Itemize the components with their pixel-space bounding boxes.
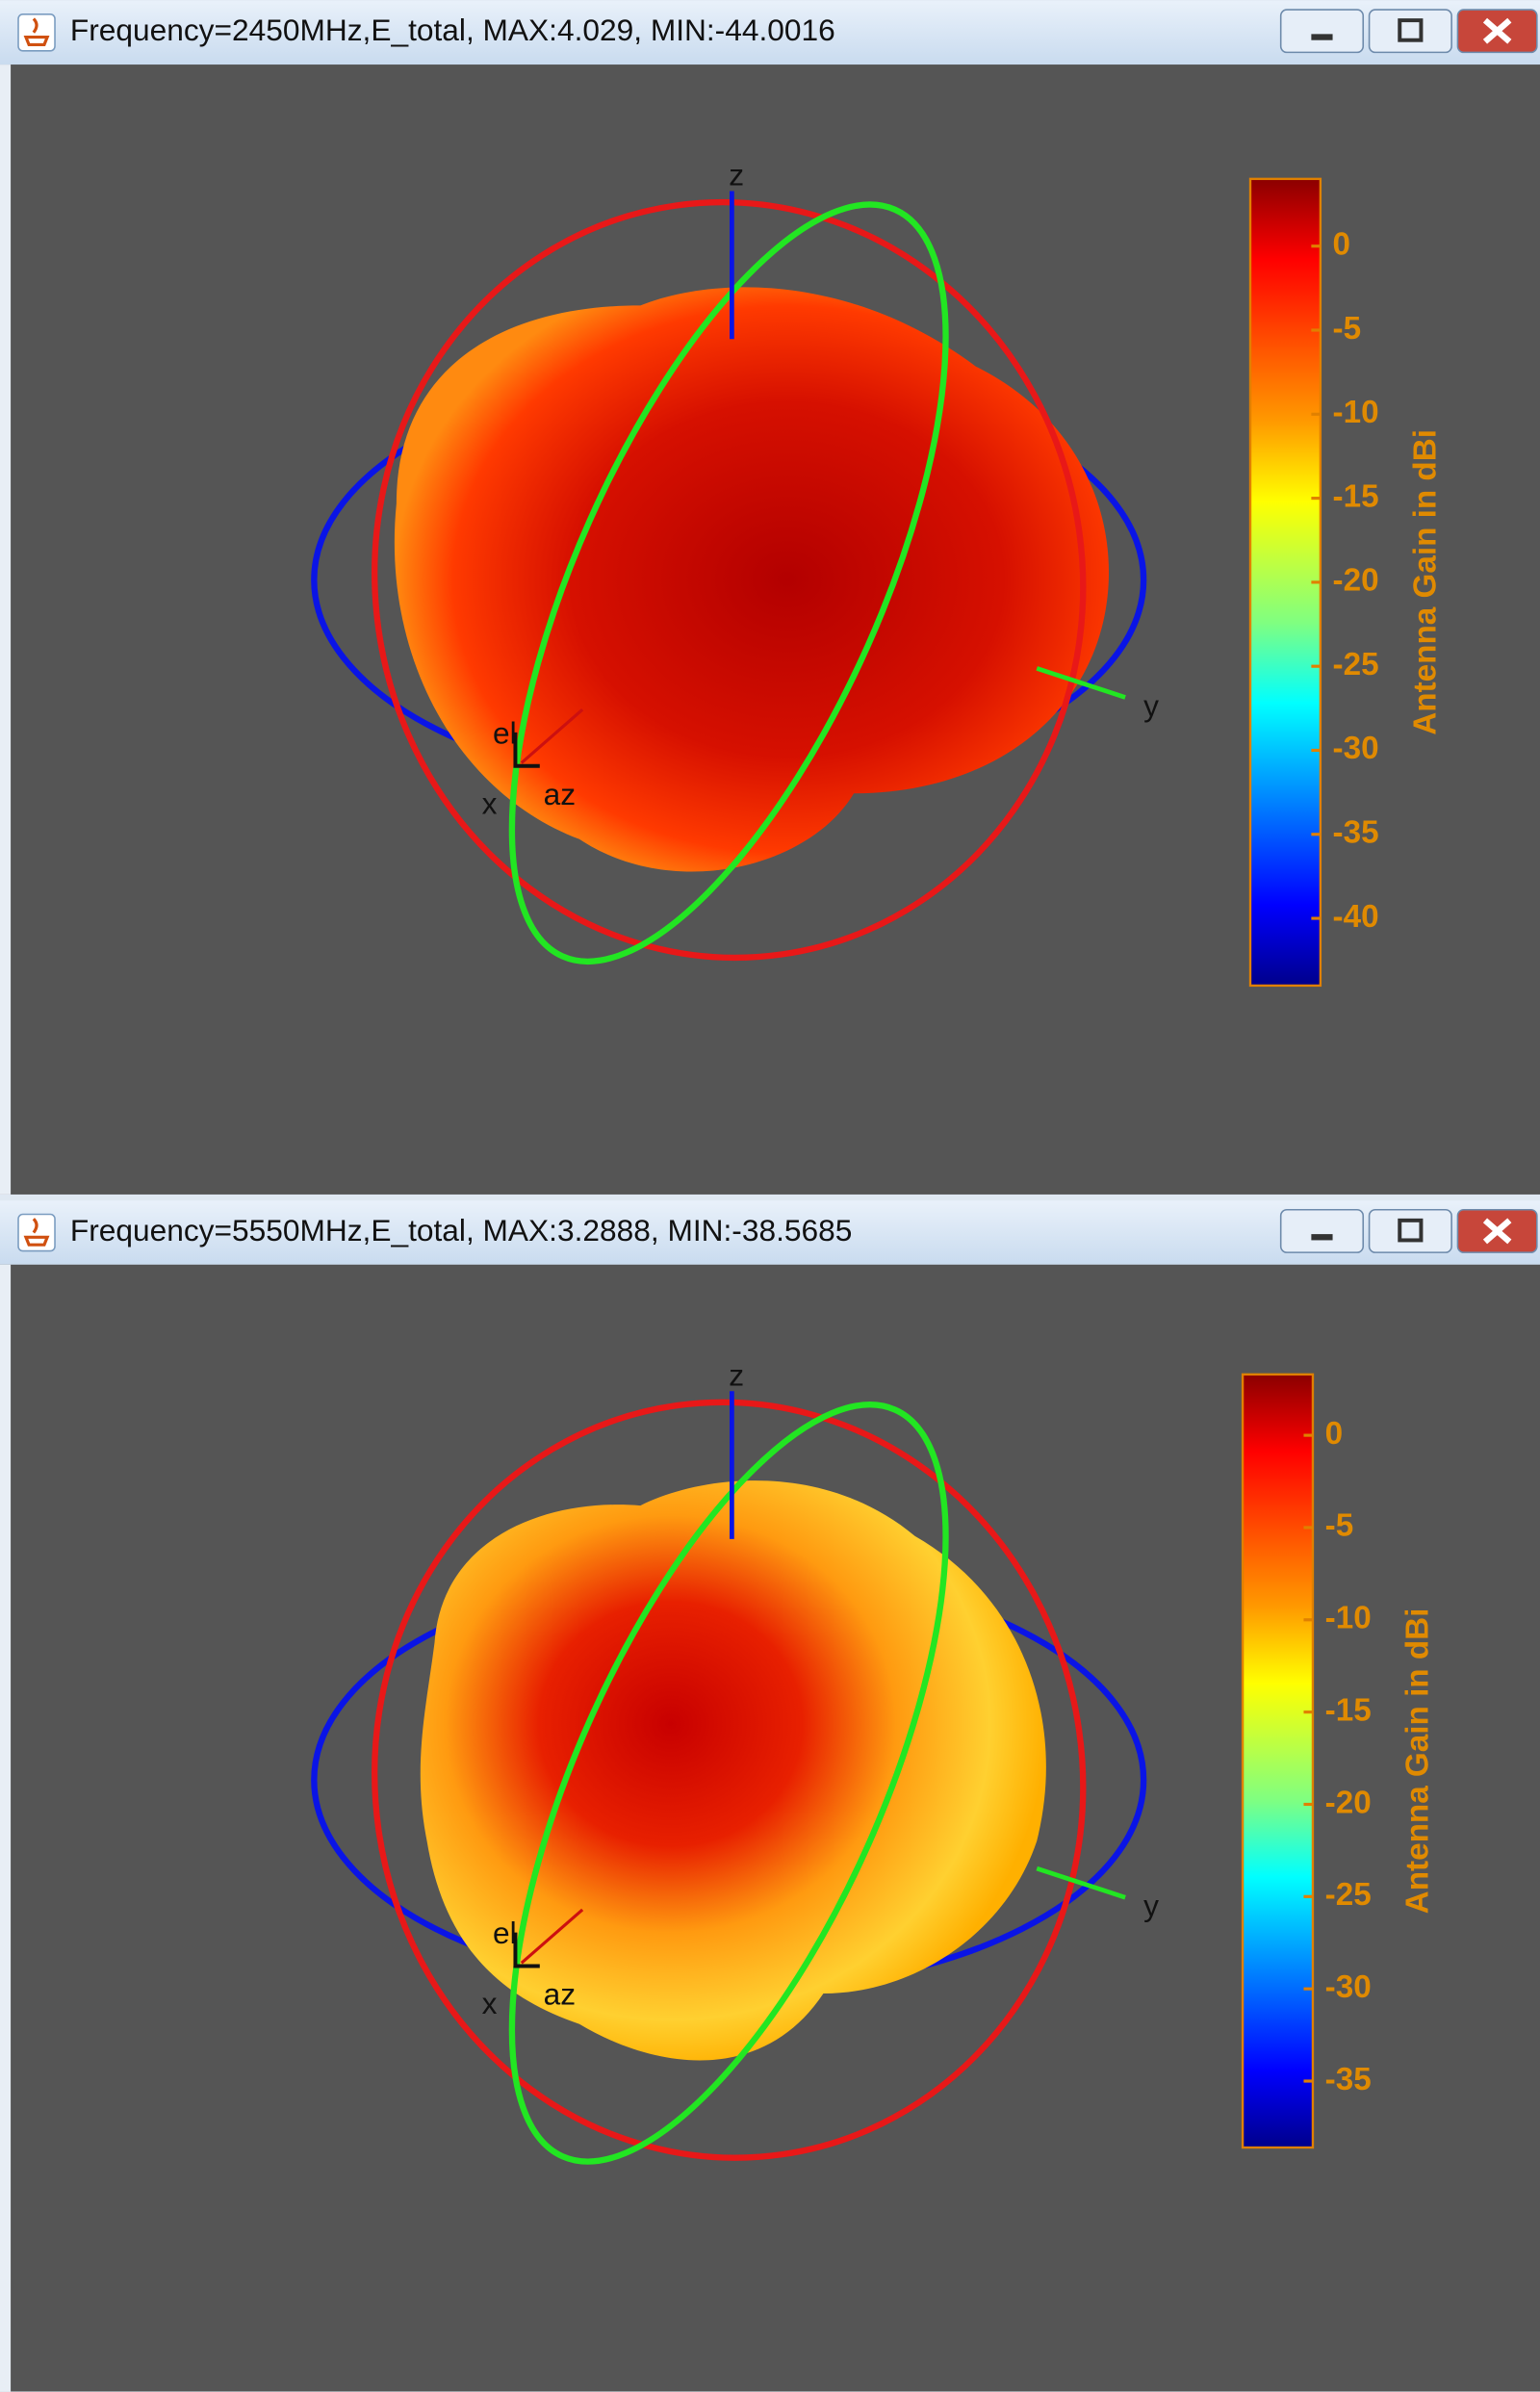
axis-label: z [729, 158, 744, 193]
close-glyph[interactable] [1482, 1218, 1512, 1245]
colorbar-tick-label: -35 [1333, 815, 1379, 851]
maximize-glyph[interactable] [1398, 18, 1424, 42]
colorbar-tick-label: -15 [1325, 1692, 1372, 1728]
angle-marker [513, 732, 540, 768]
minimize-glyph[interactable] [1311, 1234, 1333, 1241]
y-axis [1036, 666, 1126, 700]
colorbar-scale [1241, 1373, 1315, 2149]
axis-label: y [1143, 688, 1159, 723]
colorbar: 0 -5 -10 -15 -20 -25 -30 -35 Antenna Gain in dBi [1241, 1373, 1436, 2149]
ring-yz [372, 198, 1087, 962]
minimize-button[interactable] [1279, 9, 1365, 54]
colorbar-tick-label: -40 [1333, 899, 1379, 935]
minimize-button[interactable] [1279, 1208, 1365, 1253]
axis-label: el [493, 715, 517, 750]
icon-cup [23, 1218, 50, 1247]
minimize-button-face[interactable] [1279, 1208, 1365, 1253]
colorbar-tick-label: -35 [1325, 2062, 1372, 2097]
maximize-button[interactable] [1368, 9, 1452, 54]
ring-xz [508, 201, 949, 965]
close-button[interactable] [1456, 9, 1538, 54]
y-axis [1036, 1865, 1126, 1900]
colorbar-tick-label: 0 [1333, 226, 1351, 262]
axis-label: az [544, 777, 576, 811]
window: Frequency=2450MHz,E_total, MAX:4.029, MI… [0, 0, 1540, 1195]
colorbar-tick-label: -10 [1333, 395, 1379, 430]
colorbar-tick-label: -30 [1325, 1969, 1372, 2005]
colorbar-tick-label: 0 [1325, 1416, 1343, 1452]
colorbar-tick-label: -5 [1325, 1508, 1354, 1544]
radiation-pattern [394, 287, 1110, 872]
axis-label: z [729, 1357, 744, 1392]
ring-yz [372, 1399, 1087, 2161]
left-edge [0, 64, 12, 1195]
colorbar-tick-label: -15 [1333, 478, 1379, 514]
colorbar-label: Antenna Gain in dBi [1400, 1608, 1436, 1915]
colorbar-tick-label: -25 [1325, 1877, 1372, 1913]
x-axis [520, 707, 584, 764]
axis-label: el [493, 1916, 517, 1950]
left-edge [0, 1264, 12, 2392]
window-title: Frequency=5550MHz,E_total, MAX:3.2888, M… [70, 1213, 852, 1247]
colorbar-tick-label: -20 [1325, 1785, 1372, 1820]
angle-marker [513, 1932, 540, 1968]
maximize-button-face[interactable] [1368, 9, 1452, 54]
app-icon [17, 13, 56, 52]
colorbar-tick-label: -25 [1333, 647, 1379, 682]
colorbar: 0 -5 -10 -15 -20 -25 -30 -35 -40 Antenna Gain in … [1248, 177, 1444, 988]
close-glyph[interactable] [1482, 17, 1512, 44]
maximize-glyph[interactable] [1398, 1218, 1424, 1243]
colorbar-tick-label: -30 [1333, 731, 1379, 766]
axis-label: az [544, 1977, 576, 2012]
colorbar-tick-label: -20 [1333, 563, 1379, 599]
ring-xz [508, 1402, 949, 2165]
x-axis [520, 1908, 584, 1965]
colorbar-tick-label: -10 [1325, 1601, 1372, 1636]
close-button[interactable] [1456, 1208, 1538, 1253]
colorbar-label: Antenna Gain in dBi [1408, 429, 1444, 735]
maximize-button[interactable] [1368, 1208, 1452, 1253]
icon-cup [23, 17, 50, 47]
axis-label: x [482, 1986, 498, 2020]
axis-label: x [482, 785, 498, 820]
minimize-glyph[interactable] [1311, 34, 1333, 40]
window-title: Frequency=2450MHz,E_total, MAX:4.029, MI… [70, 13, 835, 47]
colorbar-scale [1248, 177, 1322, 988]
maximize-button-face[interactable] [1368, 1208, 1452, 1253]
colorbar-tick-label: -5 [1333, 311, 1362, 347]
minimize-button-face[interactable] [1279, 9, 1365, 54]
axis-label: y [1143, 1889, 1159, 1923]
app-icon [17, 1213, 56, 1252]
window: Frequency=5550MHz,E_total, MAX:3.2888, M… [0, 1200, 1540, 2392]
